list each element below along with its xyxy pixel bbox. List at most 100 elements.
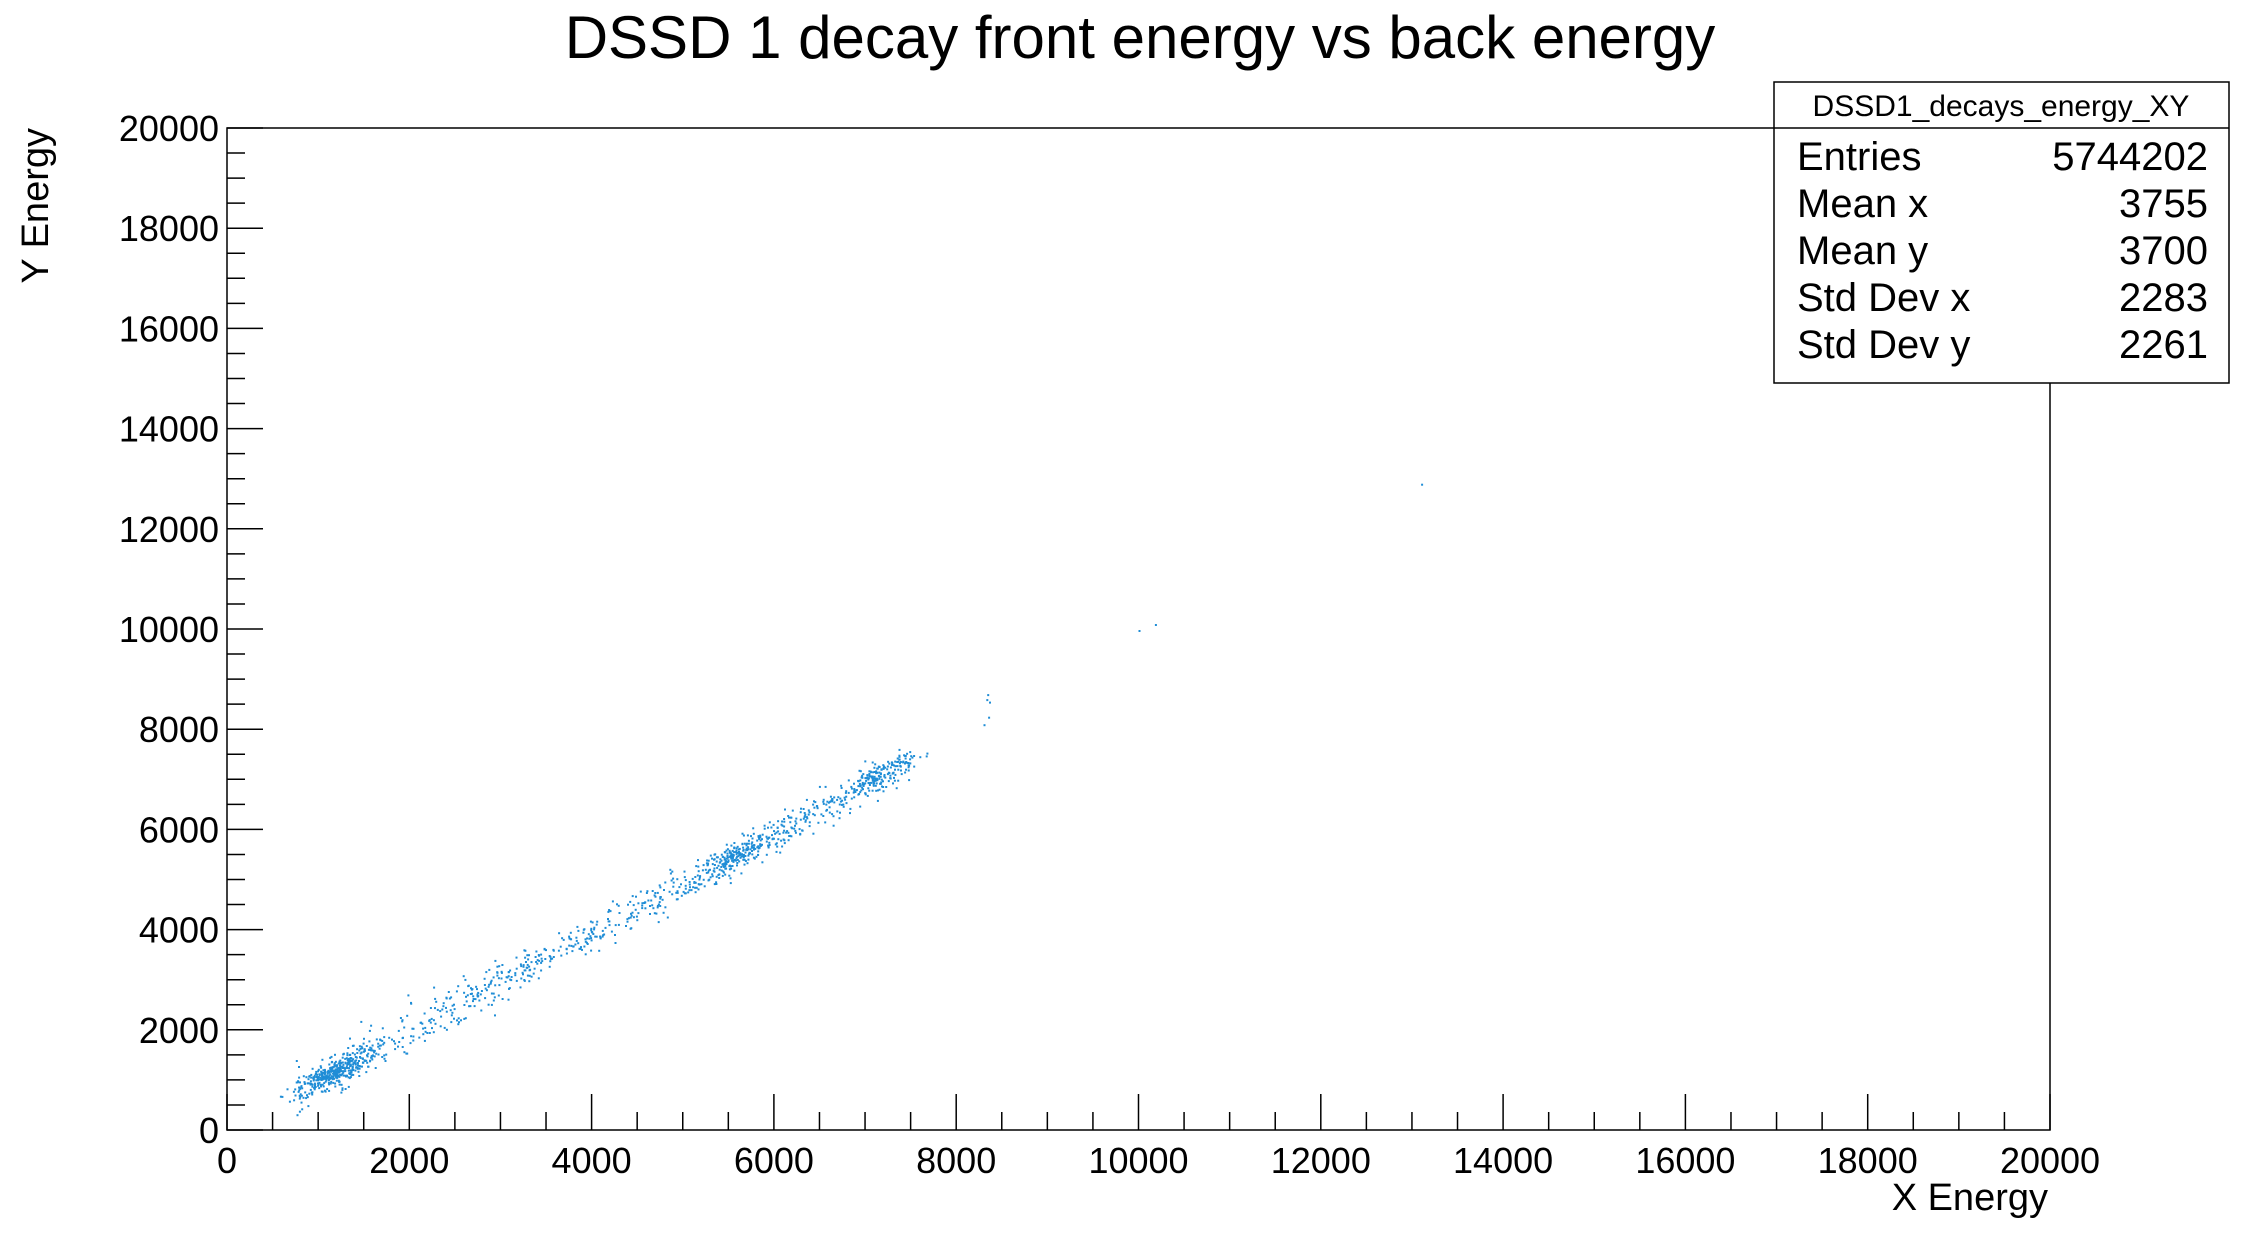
data-point <box>353 1062 356 1065</box>
data-point <box>892 782 894 785</box>
data-point <box>305 1097 308 1100</box>
data-point <box>862 783 865 786</box>
data-point <box>351 1067 354 1070</box>
data-point <box>872 784 875 787</box>
data-point <box>1154 624 1157 626</box>
data-point <box>412 1039 415 1042</box>
data-point <box>845 795 848 798</box>
data-point <box>342 1071 345 1074</box>
data-point <box>668 890 671 893</box>
data-point <box>873 777 876 780</box>
data-point <box>318 1078 321 1081</box>
data-point <box>476 994 479 997</box>
data-point <box>889 774 892 777</box>
data-point <box>868 774 871 777</box>
data-point <box>772 823 775 826</box>
data-point <box>590 931 593 933</box>
data-point <box>812 813 815 816</box>
data-point <box>873 779 876 782</box>
data-point <box>528 974 531 977</box>
data-point <box>706 859 709 862</box>
data-point <box>831 813 834 816</box>
data-point <box>782 831 785 834</box>
data-point <box>862 788 864 791</box>
data-point <box>907 769 910 772</box>
data-point <box>317 1070 320 1073</box>
data-point <box>838 803 841 806</box>
data-point <box>292 1090 295 1093</box>
data-point <box>536 962 539 965</box>
data-point <box>590 929 593 932</box>
data-point <box>781 824 784 827</box>
data-point <box>405 1052 408 1055</box>
data-point <box>430 1017 433 1020</box>
data-point <box>735 857 738 860</box>
data-point <box>882 786 885 788</box>
data-point <box>350 1074 353 1077</box>
data-point <box>384 1060 387 1062</box>
data-point <box>725 843 728 846</box>
data-point <box>328 1063 331 1066</box>
data-point <box>654 892 657 894</box>
data-point <box>988 716 991 719</box>
data-point <box>898 754 901 757</box>
data-point <box>520 965 523 968</box>
data-point <box>669 872 672 875</box>
data-point <box>873 775 876 778</box>
data-point <box>743 842 746 845</box>
stats-value: 3755 <box>2119 182 2208 226</box>
data-point <box>353 1053 356 1056</box>
data-point <box>782 838 785 841</box>
data-point <box>798 828 801 831</box>
data-point <box>878 771 881 774</box>
stats-value: 2261 <box>2119 323 2208 367</box>
data-point <box>828 806 831 809</box>
data-point <box>358 1065 361 1067</box>
data-point <box>453 1017 455 1020</box>
data-point <box>913 765 916 768</box>
y-tick-label: 2000 <box>139 1010 219 1051</box>
data-point <box>840 784 843 787</box>
data-point <box>374 1067 377 1069</box>
data-point <box>720 859 723 862</box>
data-point <box>729 865 732 868</box>
data-point <box>557 949 560 952</box>
data-point <box>824 785 827 788</box>
data-point <box>882 790 885 793</box>
data-point <box>468 1005 471 1008</box>
data-point <box>728 874 731 877</box>
data-point <box>535 961 538 963</box>
data-point <box>707 862 710 865</box>
data-point <box>339 1065 342 1068</box>
data-point <box>457 1017 460 1020</box>
data-point <box>649 913 651 915</box>
data-point <box>411 1027 414 1030</box>
data-point <box>335 1079 338 1082</box>
data-point <box>565 947 568 950</box>
data-point <box>738 853 741 855</box>
data-point <box>577 942 580 945</box>
data-point <box>465 1000 468 1003</box>
data-point <box>323 1089 326 1092</box>
data-point <box>715 883 718 885</box>
data-point <box>334 1060 337 1063</box>
data-point <box>913 755 916 757</box>
data-point <box>363 1048 366 1051</box>
data-point <box>363 1049 366 1052</box>
data-point <box>472 995 475 998</box>
data-point <box>736 845 739 848</box>
data-point <box>410 1001 412 1004</box>
data-point <box>812 832 815 835</box>
data-point <box>300 1101 303 1104</box>
data-point <box>808 821 811 824</box>
data-point <box>355 1066 358 1069</box>
data-point <box>356 1064 359 1067</box>
data-point <box>293 1099 296 1102</box>
data-point <box>747 846 750 849</box>
data-point <box>319 1076 322 1079</box>
data-point <box>635 895 637 898</box>
stats-label: Std Dev x <box>1797 276 1970 320</box>
data-point <box>476 988 478 991</box>
data-point <box>312 1079 315 1082</box>
data-point <box>328 1089 331 1092</box>
